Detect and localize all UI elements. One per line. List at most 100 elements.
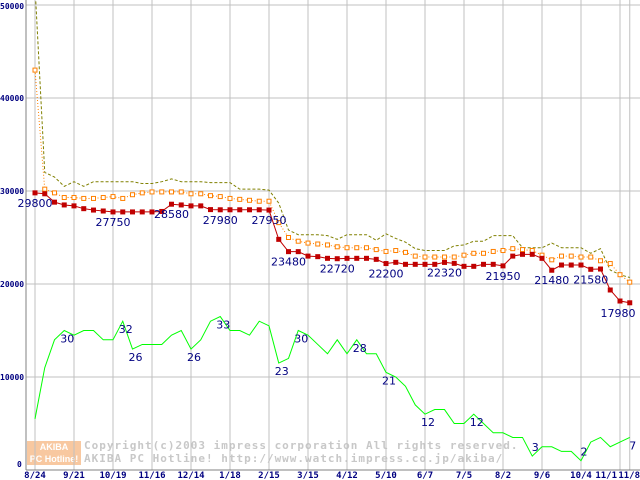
- series-average-point: [159, 189, 165, 195]
- logo-text-top: AKIBA: [39, 442, 69, 452]
- series-min-point: [598, 266, 603, 272]
- series-average-point: [510, 246, 516, 252]
- series-average-point: [490, 248, 496, 254]
- series-min-point: [217, 207, 223, 213]
- price-data-label: 27750: [96, 216, 131, 229]
- series-min-point: [208, 207, 213, 213]
- series-average-point: [383, 248, 389, 254]
- series-average-point: [325, 242, 330, 248]
- y-tick-label: 20000: [0, 280, 24, 289]
- count-data-label: 30: [60, 333, 74, 346]
- series-average-point: [188, 191, 194, 197]
- series-min-point: [461, 263, 467, 269]
- series-average-point: [286, 235, 291, 240]
- price-data-label: 23480: [271, 256, 306, 269]
- count-data-label: 30: [294, 333, 308, 346]
- series-average-point: [412, 253, 418, 259]
- series-average-point: [100, 195, 106, 201]
- series-average-point: [198, 191, 204, 197]
- series-min-point: [139, 209, 145, 215]
- series-min-point: [81, 206, 87, 212]
- series-min-point: [159, 208, 165, 214]
- price-data-label: 29800: [18, 197, 53, 210]
- series-min-point: [627, 300, 633, 306]
- price-data-label: 21580: [573, 273, 608, 286]
- series-average-point: [578, 254, 584, 260]
- series-min-point: [61, 202, 67, 208]
- x-tick-label: 11/16: [138, 471, 165, 480]
- series-min-point: [169, 201, 174, 207]
- series-average-point: [32, 67, 38, 73]
- x-tick-label: 2/15: [258, 471, 280, 480]
- count-data-label: 3: [532, 441, 539, 454]
- series-min-point: [588, 266, 594, 272]
- series-average-point: [403, 249, 408, 255]
- series-min-point: [510, 253, 516, 259]
- series-average-point: [354, 245, 360, 251]
- series-min-point: [120, 209, 126, 215]
- series-min-point: [227, 207, 233, 213]
- series-min-point: [286, 249, 291, 255]
- count-data-label: 26: [187, 351, 201, 364]
- series-min-point: [432, 261, 438, 267]
- series-average-point: [315, 241, 321, 247]
- series-min-point: [403, 261, 408, 267]
- series-average-point: [422, 254, 428, 260]
- series-min-point: [617, 298, 623, 304]
- price-data-label: 17980: [601, 307, 636, 320]
- y-tick-label: 10000: [0, 373, 24, 382]
- series-min-point: [188, 203, 194, 209]
- count-data-label: 12: [421, 416, 435, 429]
- x-tick-label: 1/18: [219, 471, 241, 480]
- price-data-label: 22200: [369, 268, 404, 281]
- logo-text-bottom: PC Hotline!: [29, 454, 79, 464]
- count-data-label: 23: [275, 365, 289, 378]
- series-min-point: [178, 202, 184, 208]
- series-average-point: [208, 193, 213, 199]
- series-average-point: [120, 195, 126, 201]
- price-data-label: 28580: [154, 208, 189, 221]
- series-min-point: [549, 267, 555, 273]
- series-min-point: [412, 261, 418, 267]
- series-average-point: [442, 254, 447, 260]
- series-min-point: [559, 262, 564, 268]
- series-min-point: [364, 255, 369, 261]
- y-tick-label: 50000: [0, 2, 24, 11]
- x-tick-label: 9/21: [63, 471, 85, 480]
- series-min-point: [130, 209, 135, 215]
- series-average-point: [276, 220, 282, 226]
- series-average-point: [588, 254, 594, 260]
- count-data-label: 21: [382, 374, 396, 387]
- y-tick-label: 0: [17, 460, 22, 469]
- series-average-point: [568, 253, 574, 259]
- series-average-point: [61, 195, 67, 201]
- series-average-point: [481, 250, 486, 256]
- price-data-label: 21480: [534, 274, 569, 287]
- price-data-label: 27980: [203, 214, 238, 227]
- y-tick-label: 30000: [0, 187, 24, 196]
- series-min-point: [607, 287, 613, 293]
- count-data-label: 28: [353, 342, 367, 355]
- series-average-point: [500, 248, 506, 254]
- series-average-point: [471, 250, 477, 256]
- series-average-point: [256, 198, 262, 204]
- x-tick-label: 11/1: [595, 471, 617, 480]
- series-min-point: [578, 262, 584, 268]
- series-min-point: [383, 261, 389, 267]
- y-tick-label: 40000: [0, 94, 24, 103]
- series-average-point: [227, 195, 233, 201]
- series-average-point: [627, 279, 633, 285]
- series-min-point: [490, 261, 496, 267]
- series-min-point: [100, 208, 106, 214]
- series-min-point: [198, 203, 204, 209]
- count-data-label: 33: [216, 319, 230, 332]
- x-tick-label: 3/15: [297, 471, 319, 480]
- series-count-line: [34, 315, 630, 462]
- series-average-point: [71, 195, 77, 201]
- x-tick-label: 11/8: [618, 471, 640, 480]
- series-min-point: [52, 199, 57, 205]
- x-tick-label: 6/7: [417, 471, 433, 480]
- x-tick-label: 7/5: [456, 471, 472, 480]
- series-average-point: [42, 186, 48, 192]
- series-average-point: [81, 195, 87, 201]
